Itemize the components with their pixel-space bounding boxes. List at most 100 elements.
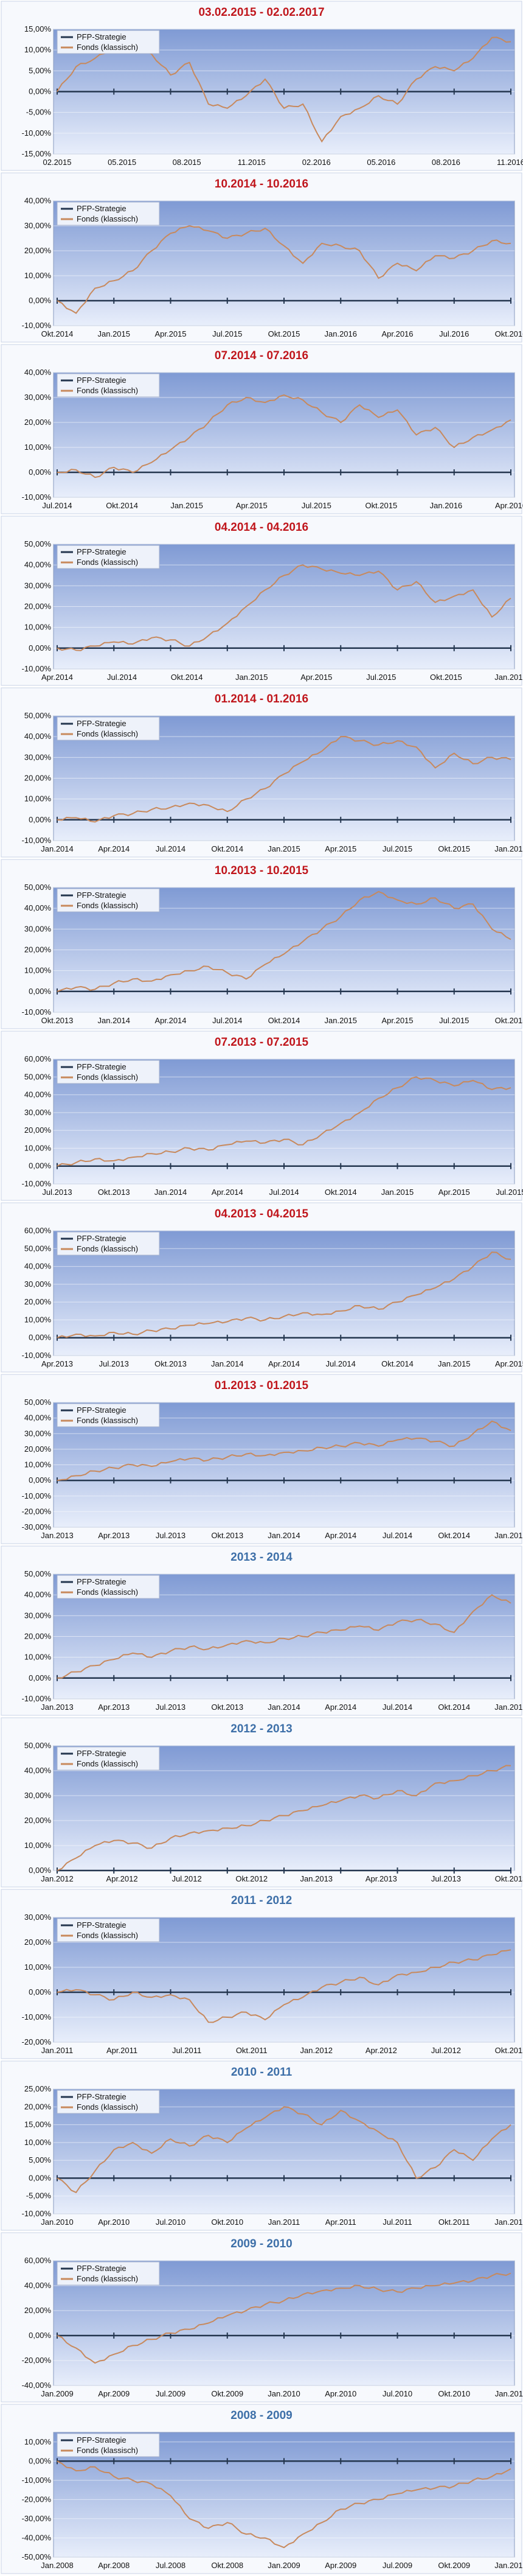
- x-tick-label: Okt.2013: [211, 1703, 243, 1712]
- y-tick-label: -40,00%: [22, 2533, 52, 2542]
- x-tick-label: Jan.2015: [381, 1188, 414, 1197]
- legend-label-strategy: PFP-Strategie: [77, 1062, 126, 1071]
- chart-panel: 07.2014 - 07.2016 40,00% 30,00% 20,00% 10,00…: [0, 343, 523, 515]
- legend-label-strategy: PFP-Strategie: [77, 1749, 126, 1758]
- x-tick-label: Okt.2014: [438, 1703, 470, 1712]
- y-tick-label: 15,00%: [24, 2120, 52, 2129]
- x-tick-label: Okt.2014: [41, 329, 74, 338]
- x-tick-label: Apr.2015: [495, 1359, 523, 1368]
- y-tick-label: 20,00%: [24, 418, 52, 427]
- x-tick-label: 02.2015: [43, 158, 72, 167]
- x-tick-label: Jan.2013: [41, 1531, 74, 1540]
- y-tick-label: 10,00%: [24, 2437, 52, 2446]
- y-tick-label: -15,00%: [22, 149, 52, 158]
- series-line-fund: [57, 394, 511, 478]
- x-tick-label: Jan.2014: [268, 1703, 300, 1712]
- legend-box: [57, 2261, 160, 2286]
- x-tick-label: Jul.2008: [156, 2561, 185, 2570]
- y-tick-label: 20,00%: [24, 1816, 52, 1825]
- legend-label-strategy: PFP-Strategie: [77, 1405, 126, 1415]
- legend-label-strategy: PFP-Strategie: [77, 2264, 126, 2273]
- chart-svg: 2008 - 2009 10,00% 0,00% -10,00% -20,00% -30,…: [1, 2404, 523, 2574]
- x-tick-label: Apr.2014: [212, 1188, 243, 1197]
- legend-label-fund: Fonds (klassisch): [77, 1587, 138, 1597]
- y-tick-label: 0,00%: [29, 2173, 51, 2182]
- x-tick-label: Apr.2013: [41, 1359, 73, 1368]
- x-tick-label: Jan.2012: [41, 1874, 74, 1883]
- series-line-fund: [57, 1076, 511, 1167]
- x-tick-label: Okt.2009: [211, 2389, 243, 2398]
- y-tick-label: 10,00%: [24, 966, 52, 975]
- y-tick-label: 0,00%: [29, 1987, 51, 1997]
- x-tick-label: Jan.2014: [154, 1188, 187, 1197]
- series-line-fund: [57, 735, 511, 823]
- x-tick-label: Okt.2010: [211, 2217, 243, 2227]
- x-tick-label: Apr.2014: [41, 673, 73, 682]
- x-tick-label: Jul.2015: [366, 673, 396, 682]
- chart-panel: 2011 - 2012 30,00% 20,00% 10,00% 0,00% -10,00…: [0, 1888, 523, 2060]
- x-tick-label: Jan.2016: [494, 844, 523, 853]
- x-tick-label: Jan.2013: [300, 1874, 333, 1883]
- legend-box: [57, 1575, 160, 1599]
- legend-label-fund: Fonds (klassisch): [77, 1073, 138, 1082]
- y-tick-label: 0,00%: [29, 815, 51, 824]
- y-tick-label: 30,00%: [24, 1913, 52, 1922]
- legend-box: [57, 2433, 160, 2457]
- x-tick-label: Okt.2013: [98, 1188, 130, 1197]
- x-tick-label: Apr.2013: [98, 1703, 130, 1712]
- legend-label-fund: Fonds (klassisch): [77, 1759, 138, 1768]
- x-tick-label: Jan.2015: [438, 1359, 471, 1368]
- y-tick-label: 50,00%: [24, 1244, 52, 1253]
- y-tick-label: 0,00%: [29, 643, 51, 653]
- legend-label-strategy: PFP-Strategie: [77, 1920, 126, 1930]
- y-tick-label: 40,00%: [24, 1590, 52, 1599]
- series-line-fund: [57, 2460, 511, 2549]
- y-tick-label: 10,00%: [24, 1653, 52, 1662]
- y-tick-label: 10,00%: [24, 271, 52, 280]
- legend-box: [57, 1060, 160, 1084]
- y-tick-label: -10,00%: [22, 128, 52, 138]
- x-tick-label: Apr.2016: [495, 501, 523, 510]
- series-line-fund: [57, 891, 511, 992]
- x-tick-label: Jul.2009: [156, 2389, 185, 2398]
- y-tick-label: 10,00%: [24, 1962, 52, 1972]
- x-tick-label: Apr.2009: [98, 2389, 130, 2398]
- x-tick-label: Jan.2015: [325, 1016, 358, 1025]
- x-tick-label: Apr.2013: [98, 1531, 130, 1540]
- legend: PFP-Strategie Fonds (klassisch): [57, 1060, 160, 1084]
- y-tick-label: 60,00%: [24, 1226, 52, 1235]
- y-tick-label: 0,00%: [29, 1475, 51, 1485]
- y-tick-label: 10,00%: [24, 1841, 52, 1850]
- x-tick-label: Okt.2014: [381, 1359, 414, 1368]
- x-tick-label: Jan.2010: [41, 2217, 74, 2227]
- legend-label-fund: Fonds (klassisch): [77, 2446, 138, 2455]
- chart-svg: 2012 - 2013 50,00% 40,00% 30,00% 20,00% 10,00…: [1, 1717, 523, 1888]
- x-tick-label: Jul.2013: [431, 1874, 461, 1883]
- chart-svg: 01.2013 - 01.2015 50,00% 40,00% 30,00% 20,00…: [1, 1374, 523, 1544]
- y-tick-label: 50,00%: [24, 1398, 52, 1407]
- y-tick-label: 0,00%: [29, 1161, 51, 1171]
- y-tick-label: -20,00%: [22, 2494, 52, 2504]
- y-tick-label: 10,00%: [24, 443, 52, 452]
- y-tick-label: -10,00%: [22, 492, 52, 502]
- legend-box: [57, 30, 160, 54]
- x-tick-label: 11.2016: [497, 158, 523, 167]
- y-tick-label: -10,00%: [22, 2209, 52, 2218]
- x-tick-label: Jan.2011: [41, 2046, 74, 2055]
- legend-label-strategy: PFP-Strategie: [77, 32, 126, 41]
- x-tick-label: Okt.2015: [365, 501, 397, 510]
- chart-panel: 2008 - 2009 10,00% 0,00% -10,00% -20,00% -30,…: [0, 2403, 523, 2575]
- chart-svg: 10.2013 - 10.2015 50,00% 40,00% 30,00% 20,00…: [1, 859, 523, 1029]
- x-tick-label: Jul.2014: [156, 844, 185, 853]
- x-tick-label: 02.2016: [302, 158, 331, 167]
- chart-title: 2008 - 2009: [230, 2409, 292, 2422]
- y-tick-label: 20,00%: [24, 2306, 52, 2315]
- x-tick-label: Jul.2014: [326, 1359, 356, 1368]
- x-tick-label: Jul.2012: [431, 2046, 461, 2055]
